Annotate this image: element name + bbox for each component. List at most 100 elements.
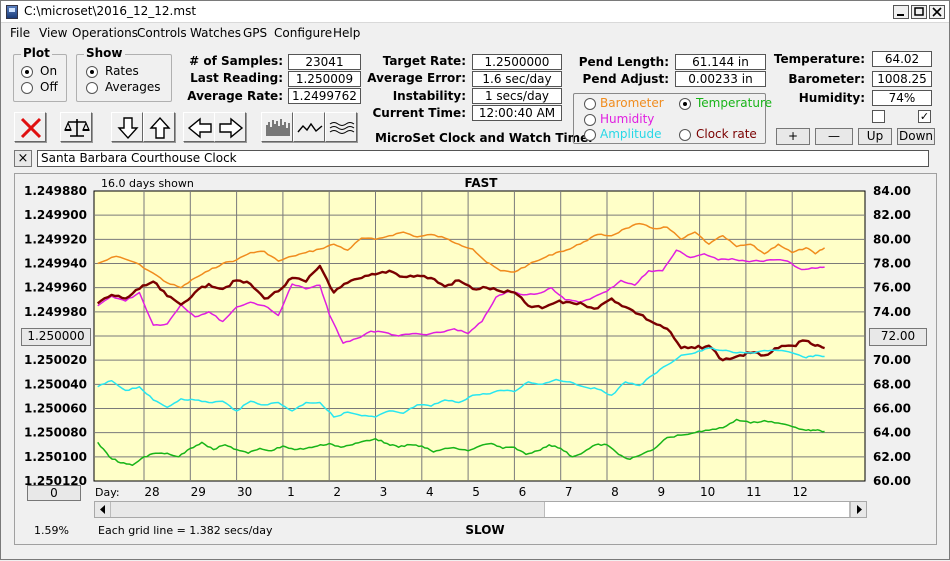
left-zero-button[interactable]: 0	[27, 485, 81, 501]
y-right-tick-label: 82.00	[873, 208, 911, 222]
clock-rate-option-label: Clock rate	[696, 127, 757, 141]
menu-configure[interactable]: Configure	[274, 26, 333, 40]
clock-rate-radio[interactable]	[679, 129, 691, 141]
last-reading-value: 1.250009	[288, 71, 361, 87]
y-right-tick-label: 70.00	[873, 353, 911, 367]
arrow-down-button[interactable]	[111, 112, 143, 142]
app-icon[interactable]	[6, 5, 18, 19]
horizontal-scrollbar[interactable]	[94, 501, 867, 518]
menu-gps[interactable]: GPS	[243, 26, 268, 40]
chart-footer-left: Each grid line = 1.382 secs/day	[98, 524, 273, 537]
chart-header-center: FAST	[465, 176, 499, 190]
humidity-radio[interactable]	[584, 114, 596, 126]
show-group: Show Rates Averages	[76, 46, 172, 102]
app-label: MicroSet Clock and Watch Timer	[375, 131, 595, 145]
arrow-down-icon	[117, 117, 139, 140]
bottom-left-value: 1.59%	[34, 524, 69, 537]
clock-name-field[interactable]: Santa Barbara Courthouse Clock	[37, 150, 929, 167]
scroll-left-arrow[interactable]	[95, 502, 111, 517]
wave-icon	[297, 122, 323, 133]
samples-label: # of Samples:	[189, 54, 283, 68]
menu-bar: File View Operations Controls Watches GP…	[1, 24, 949, 43]
plot-group: Plot On Off	[13, 46, 67, 102]
y-left-tick-label: 1.249960	[24, 281, 87, 295]
wave-button[interactable]	[293, 112, 325, 142]
x-tick-label: 29	[191, 485, 206, 499]
pend-length-label: Pend Length:	[578, 55, 669, 69]
menu-file[interactable]: File	[10, 26, 31, 40]
maximize-button[interactable]	[911, 5, 927, 19]
arrow-up-icon	[149, 116, 171, 139]
down-button[interactable]: Down	[897, 128, 935, 145]
arrow-right-button[interactable]	[214, 112, 246, 142]
menu-help[interactable]: Help	[333, 26, 361, 40]
bars-button[interactable]	[261, 112, 293, 142]
average-error-label: Average Error:	[367, 71, 466, 85]
barometer-label: Barometer:	[788, 72, 865, 86]
pend-adjust-label: Pend Adjust:	[582, 72, 669, 86]
average-rate-label: Average Rate:	[187, 89, 283, 103]
barometer-radio[interactable]	[584, 98, 596, 110]
series-line-barometer	[97, 222, 826, 289]
y-left-tick-label: 1.249980	[24, 305, 87, 319]
y-right-tick-label: 64.00	[873, 426, 911, 440]
arrow-up-button[interactable]	[143, 112, 175, 142]
arrow-left-button[interactable]	[183, 112, 215, 142]
balance-button[interactable]	[60, 112, 92, 142]
humidity-option-label: Humidity	[600, 112, 655, 126]
window-title: C:\microset\2016_12_12.mst	[24, 4, 197, 18]
plus-button[interactable]: +	[776, 128, 810, 145]
temperature-label: Temperature:	[773, 52, 865, 66]
current-time-label: Current Time:	[372, 106, 466, 120]
close-button[interactable]	[929, 5, 945, 19]
y-right-tick-label: 76.00	[873, 281, 911, 295]
menu-controls[interactable]: Controls	[137, 26, 187, 40]
y-left-tick-label: 1.249880	[24, 184, 87, 198]
menu-view[interactable]: View	[39, 26, 68, 40]
triangle-left-icon	[100, 505, 105, 514]
x-tick-label: 30	[237, 485, 252, 499]
minimize-button[interactable]	[893, 5, 909, 19]
x-tick-label: 4	[426, 485, 434, 499]
left-checkbox[interactable]	[872, 110, 885, 123]
target-rate-value[interactable]: 1.2500000	[472, 54, 562, 70]
y-right-tick-label: 60.00	[873, 474, 911, 488]
x-tick-label: 5	[472, 485, 480, 499]
instability-value: 1 secs/day	[472, 88, 562, 104]
menu-watches[interactable]: Watches	[190, 26, 241, 40]
menu-operations[interactable]: Operations	[72, 26, 138, 40]
scroll-right-arrow[interactable]	[850, 502, 866, 517]
right-scale-button[interactable]: 72.00	[869, 328, 927, 346]
show-rates-radio[interactable]	[86, 66, 98, 78]
y-left-tick-label: 1.250020	[24, 353, 87, 367]
series-line-temperature	[97, 418, 825, 467]
minus-button[interactable]: —	[815, 128, 853, 145]
y-left-tick-label: 1.249900	[24, 208, 87, 222]
multiwave-button[interactable]	[325, 112, 357, 142]
amplitude-radio[interactable]	[584, 129, 596, 141]
y-right-tick-label: 74.00	[873, 305, 911, 319]
scroll-thumb[interactable]	[544, 502, 850, 517]
pend-adjust-value[interactable]: 0.00233 in	[675, 71, 766, 87]
y-right-tick-label: 68.00	[873, 377, 911, 391]
instability-label: Instability:	[392, 89, 466, 103]
samples-value: 23041	[288, 54, 361, 70]
left-scale-button[interactable]: 1.250000	[21, 328, 91, 346]
pend-length-value[interactable]: 61.144 in	[675, 54, 766, 70]
temperature-option-label: Temperature	[696, 96, 773, 110]
clear-name-button[interactable]: ×	[14, 150, 32, 167]
target-rate-label: Target Rate:	[382, 54, 466, 68]
x-tick-label: 6	[519, 485, 527, 499]
temperature-radio[interactable]	[679, 98, 691, 110]
balance-icon	[64, 119, 90, 137]
y-right-ticks: 84.0082.0080.0078.0076.0074.0072.0070.00…	[873, 184, 911, 488]
stop-icon	[20, 117, 42, 139]
right-checkbox[interactable]: ✓	[918, 110, 931, 123]
show-averages-radio[interactable]	[86, 82, 98, 94]
plot-off-radio[interactable]	[21, 82, 33, 94]
up-button[interactable]: Up	[858, 128, 892, 145]
show-rates-label: Rates	[105, 64, 139, 78]
stop-button[interactable]	[14, 112, 46, 142]
plot-on-radio[interactable]	[21, 66, 33, 78]
